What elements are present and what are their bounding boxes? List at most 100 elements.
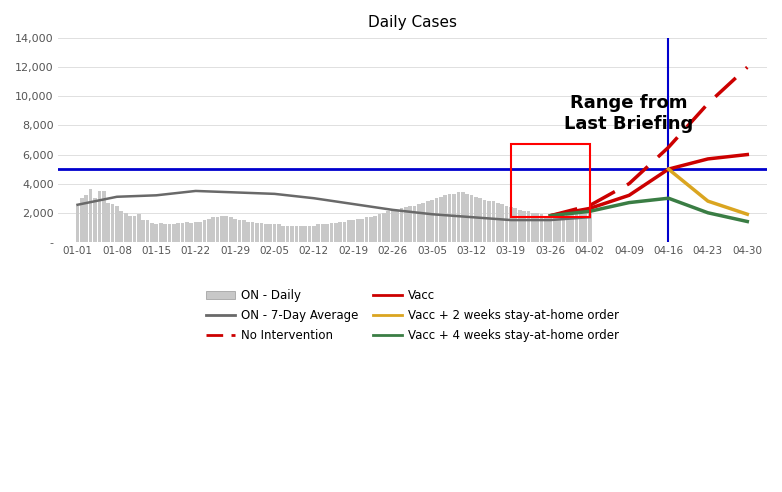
Bar [233,218,237,242]
Bar [282,226,285,242]
Bar [303,226,307,242]
Bar [176,223,180,242]
Bar [465,194,469,242]
Legend: ON - Daily, ON - 7-Day Average, No Intervention, Vacc, Vacc + 2 weeks stay-at-ho: ON - Daily, ON - 7-Day Average, No Inter… [201,284,624,347]
Bar [435,198,439,242]
Bar [457,192,461,242]
Bar [312,226,316,242]
Bar [351,220,355,242]
Bar [89,189,92,242]
Bar [321,224,325,242]
Bar [570,213,574,242]
Bar [76,206,79,242]
Bar [426,201,429,242]
Bar [404,207,407,242]
Bar [522,212,526,242]
Bar [194,221,198,242]
Bar [290,226,294,242]
Bar [452,194,456,242]
Bar [307,226,311,242]
Bar [329,223,333,242]
Bar [334,223,338,242]
Bar [470,195,473,242]
Bar [361,218,364,242]
Bar [408,206,412,242]
Bar [132,215,136,242]
Bar [378,214,382,242]
Bar [496,203,500,242]
Bar [511,144,590,217]
Bar [395,210,399,242]
Bar [159,223,163,242]
Bar [553,217,557,242]
Bar [526,212,530,242]
Bar [285,226,289,242]
Bar [343,221,346,242]
Bar [154,224,158,242]
Bar [548,217,552,242]
Bar [487,201,491,242]
Bar [181,223,185,242]
Bar [417,204,421,242]
Bar [536,213,539,242]
Bar [128,215,132,242]
Bar [277,224,281,242]
Bar [369,217,373,242]
Bar [189,223,193,242]
Bar [540,214,543,242]
Bar [448,194,451,242]
Bar [145,220,149,242]
Bar [356,218,360,242]
Bar [251,221,254,242]
Bar [439,197,443,242]
Bar [461,192,465,242]
Bar [386,212,390,242]
Bar [198,221,202,242]
Bar [142,220,145,242]
Text: Range from
Last Briefing: Range from Last Briefing [565,94,694,133]
Bar [479,198,482,242]
Bar [203,220,206,242]
Bar [575,212,579,242]
Bar [106,203,110,242]
Bar [185,221,188,242]
Bar [102,191,106,242]
Bar [339,221,342,242]
Bar [216,217,220,242]
Bar [264,224,267,242]
Bar [421,203,425,242]
Bar [500,204,504,242]
Bar [492,201,495,242]
Bar [566,214,569,242]
Bar [558,217,561,242]
Bar [588,207,591,242]
Bar [268,224,272,242]
Bar [347,220,351,242]
Bar [229,217,232,242]
Bar [583,209,587,242]
Bar [514,209,517,242]
Bar [443,195,447,242]
Bar [474,197,478,242]
Bar [163,224,167,242]
Bar [391,210,395,242]
Bar [124,213,127,242]
Title: Daily Cases: Daily Cases [368,15,457,30]
Bar [317,224,320,242]
Bar [273,224,276,242]
Bar [400,209,404,242]
Bar [80,198,84,242]
Bar [509,207,513,242]
Bar [207,218,210,242]
Bar [120,212,123,242]
Bar [518,210,522,242]
Bar [220,215,224,242]
Bar [111,204,114,242]
Bar [413,206,417,242]
Bar [544,215,547,242]
Bar [246,221,250,242]
Bar [295,226,298,242]
Bar [255,223,259,242]
Bar [93,198,97,242]
Bar [504,206,508,242]
